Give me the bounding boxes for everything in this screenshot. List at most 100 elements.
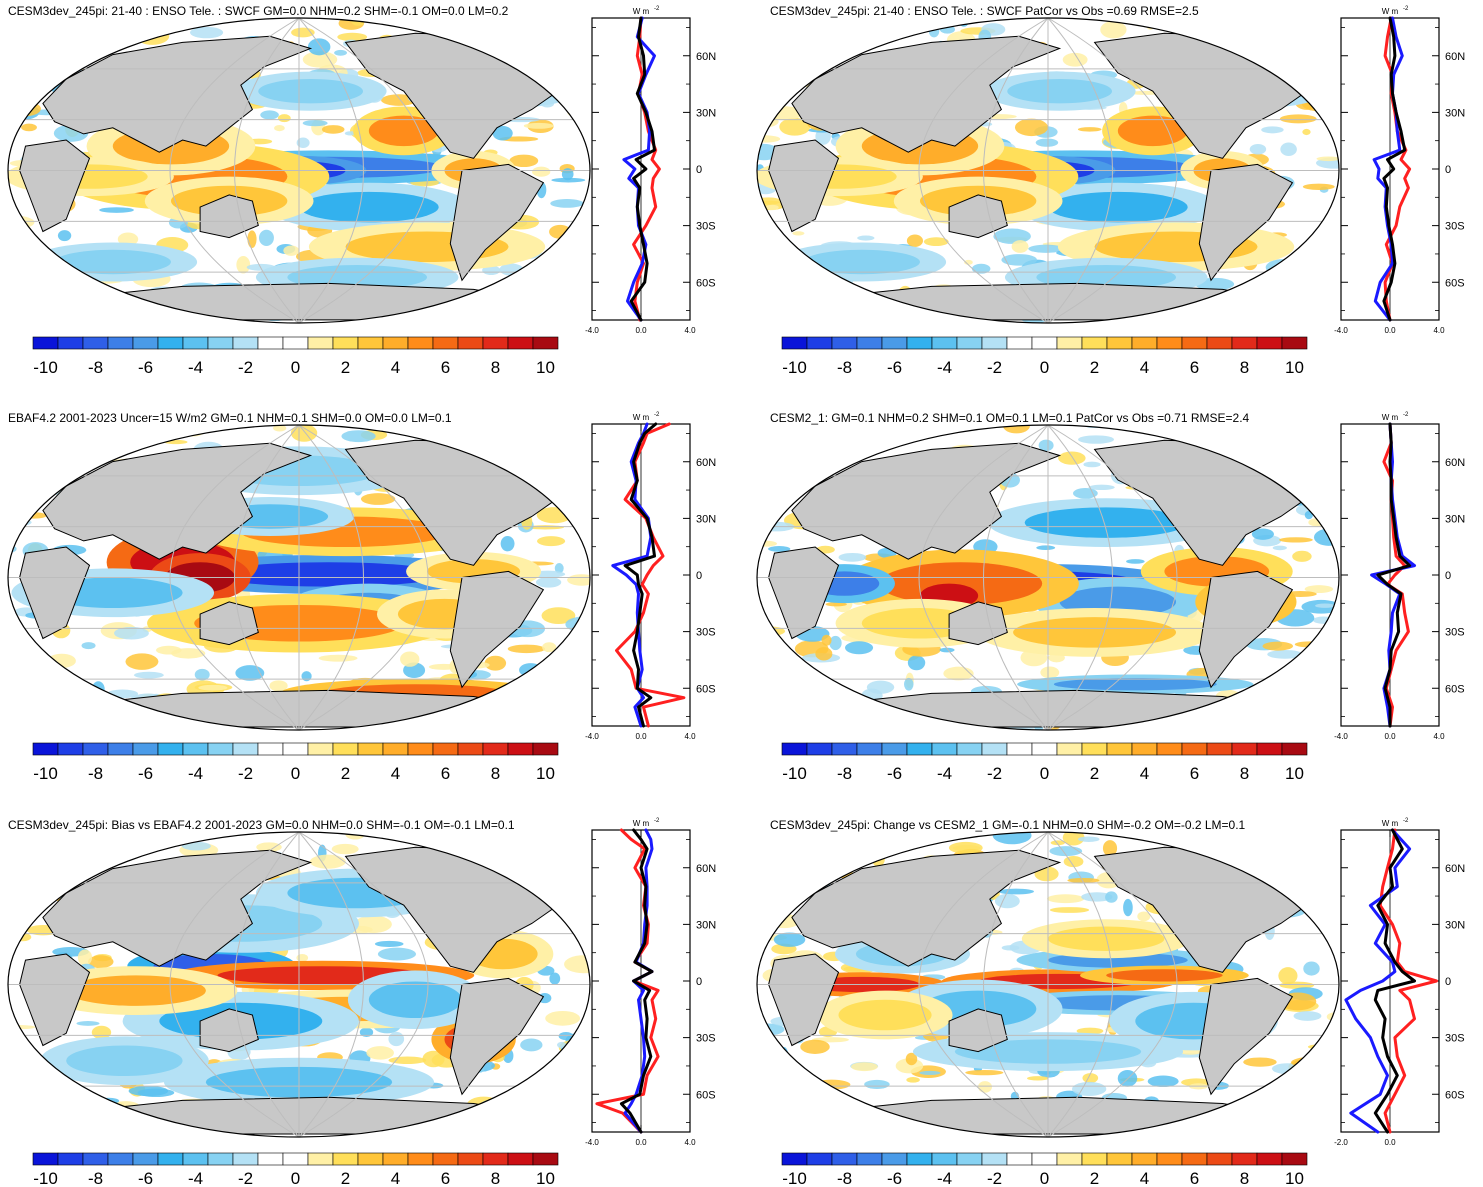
- colorbar-tick-label: -2: [238, 358, 253, 377]
- colorbar-swatch: [232, 336, 259, 350]
- colorbar-swatch: [1031, 1152, 1058, 1166]
- colorbar-swatch: [1031, 742, 1058, 756]
- colorbar-swatch: [856, 336, 883, 350]
- panel-title: CESM3dev_245pi: 21-40 : ENSO Tele. : SWC…: [770, 4, 1199, 18]
- colorbar-swatch: [407, 742, 434, 756]
- colorbar-tick-label: 4: [1140, 358, 1149, 377]
- colorbar-swatch: [1231, 336, 1258, 350]
- zonal-lat-label: 30S: [1445, 1033, 1465, 1045]
- colorbar-tick-label: 2: [341, 1169, 350, 1187]
- colorbar-tick-label: 10: [1285, 358, 1304, 377]
- colorbar-swatch: [82, 336, 109, 350]
- zonal-x-tick-label: -2.0: [1334, 1138, 1348, 1147]
- zonal-lat-label: 60N: [1445, 863, 1465, 875]
- colorbar-swatch: [1081, 1152, 1108, 1166]
- zonal-lat-label: 30N: [696, 107, 716, 119]
- zonal-mean-plot: W m -2 60N 30N 0 30S 60S -2.0 0.0: [1334, 818, 1465, 1147]
- colorbar-swatch: [407, 1152, 434, 1166]
- colorbar-swatch: [332, 742, 359, 756]
- colorbar-swatch: [307, 336, 334, 350]
- colorbar-swatch: [1131, 742, 1158, 756]
- colorbar-swatch: [906, 1152, 933, 1166]
- colorbar-tick-label: 6: [1190, 358, 1199, 377]
- colorbar-swatch: [257, 1152, 284, 1166]
- colorbar-tick-label: -6: [138, 1169, 153, 1187]
- colorbar-tick-label: 4: [391, 1169, 400, 1187]
- colorbar-tick-label: 8: [491, 358, 500, 377]
- zonal-x-tick-label: 0.0: [1384, 732, 1396, 741]
- colorbar-tick-label: -4: [188, 1169, 203, 1187]
- colorbar-swatch: [282, 742, 309, 756]
- colorbar-swatch: [831, 742, 858, 756]
- map-field: [757, 18, 1339, 323]
- colorbar-tick-label: -2: [238, 1169, 253, 1187]
- colorbar-swatch: [57, 336, 84, 350]
- zonal-x-tick-label: -4.0: [585, 732, 599, 741]
- colorbar-tick-label: -8: [88, 1169, 103, 1187]
- panel-bias: CESM3dev_245pi: Bias vs EBAF4.2 2001-202…: [7, 818, 716, 1187]
- zonal-x-tick-label: 4.0: [684, 732, 696, 741]
- colorbar-swatch: [806, 336, 833, 350]
- zonal-series-line: [1372, 16, 1404, 322]
- colorbar-swatch: [1231, 1152, 1258, 1166]
- colorbar-swatch: [781, 1152, 808, 1166]
- zonal-lat-label: 60S: [1445, 277, 1465, 289]
- panel-obs: EBAF4.2 2001-2023 Uncer=15 W/m2 GM=0.1 N…: [7, 411, 716, 783]
- zonal-x-tick-label: -4.0: [1334, 326, 1348, 335]
- colorbar-tick-label: 0: [1040, 1169, 1049, 1187]
- colorbar-swatch: [332, 1152, 359, 1166]
- colorbar-swatch: [856, 1152, 883, 1166]
- panel-title: EBAF4.2 2001-2023 Uncer=15 W/m2 GM=0.1 N…: [8, 411, 452, 425]
- colorbar-swatch: [282, 1152, 309, 1166]
- colorbar-tick-label: -8: [837, 764, 852, 783]
- zonal-lat-label: 30N: [696, 513, 716, 525]
- colorbar-tick-label: 10: [536, 1169, 555, 1187]
- colorbar-tick-label: -6: [887, 764, 902, 783]
- zonal-series-line: [1378, 828, 1438, 1134]
- zonal-mean-plot: W m -2 60N 30N 0 30S 60S -4.0 0.0 4.0: [585, 6, 716, 335]
- zonal-lat-label: 0: [1445, 570, 1451, 582]
- zonal-mean-plot: W m -2 60N 30N 0 30S 60S -4.0 0.0 4.0: [585, 818, 716, 1147]
- zonal-x-tick-label: 0.0: [1384, 1138, 1396, 1147]
- colorbar-tick-label: 6: [441, 358, 450, 377]
- zonal-series-line: [1382, 16, 1407, 322]
- panel-model_enso: CESM3dev_245pi: 21-40 : ENSO Tele. : SWC…: [7, 4, 716, 377]
- zonal-lat-label: 30N: [1445, 919, 1465, 931]
- colorbar-tick-label: 4: [1140, 1169, 1149, 1187]
- colorbar-swatch: [532, 742, 559, 756]
- zonal-lat-label: 0: [696, 976, 702, 988]
- colorbar-swatch: [432, 336, 459, 350]
- colorbar-swatch: [182, 336, 209, 350]
- zonal-series-line: [1373, 828, 1416, 1134]
- colorbar-tick-label: -8: [837, 358, 852, 377]
- panel-title: CESM3dev_245pi: 21-40 : ENSO Tele. : SWC…: [8, 4, 509, 18]
- colorbar-tick-label: 2: [341, 358, 350, 377]
- zonal-units: W m: [633, 819, 650, 828]
- colorbar-tick-label: 8: [1240, 358, 1249, 377]
- colorbar-swatch: [457, 1152, 484, 1166]
- colorbar-swatch: [482, 742, 509, 756]
- panel-title: CESM2_1: GM=0.1 NHM=0.2 SHM=0.1 OM=0.1 L…: [770, 411, 1250, 425]
- colorbar-swatch: [257, 336, 284, 350]
- colorbar-swatch: [1231, 742, 1258, 756]
- colorbar-tick-label: -6: [138, 764, 153, 783]
- colorbar-tick-label: -10: [33, 764, 58, 783]
- colorbar-swatch: [357, 336, 384, 350]
- zonal-lat-label: 60S: [696, 683, 716, 695]
- colorbar-swatch: [781, 742, 808, 756]
- colorbar-tick-label: 6: [1190, 764, 1199, 783]
- colorbar-swatch: [232, 1152, 259, 1166]
- zonal-lat-label: 60N: [696, 457, 716, 469]
- colorbar-swatch: [132, 336, 159, 350]
- zonal-lat-label: 60S: [696, 277, 716, 289]
- colorbar-swatch: [1006, 336, 1033, 350]
- colorbar-swatch: [831, 336, 858, 350]
- colorbar-swatch: [107, 336, 134, 350]
- zonal-lat-label: 30S: [696, 221, 716, 233]
- colorbar-tick-label: 4: [391, 764, 400, 783]
- zonal-series-line: [1344, 828, 1412, 1134]
- colorbar-tick-label: -10: [782, 1169, 807, 1187]
- colorbar-swatch: [457, 336, 484, 350]
- colorbar-tick-label: 6: [1190, 1169, 1199, 1187]
- zonal-lat-label: 30N: [1445, 513, 1465, 525]
